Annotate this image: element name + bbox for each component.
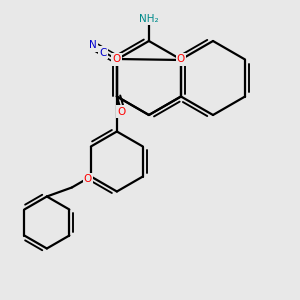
Text: NH₂: NH₂ [139, 14, 159, 24]
Text: O: O [177, 55, 185, 64]
Text: O: O [84, 175, 92, 184]
Text: N: N [89, 40, 97, 50]
Text: C: C [99, 47, 106, 58]
Text: O: O [118, 107, 126, 117]
Text: O: O [113, 55, 121, 64]
